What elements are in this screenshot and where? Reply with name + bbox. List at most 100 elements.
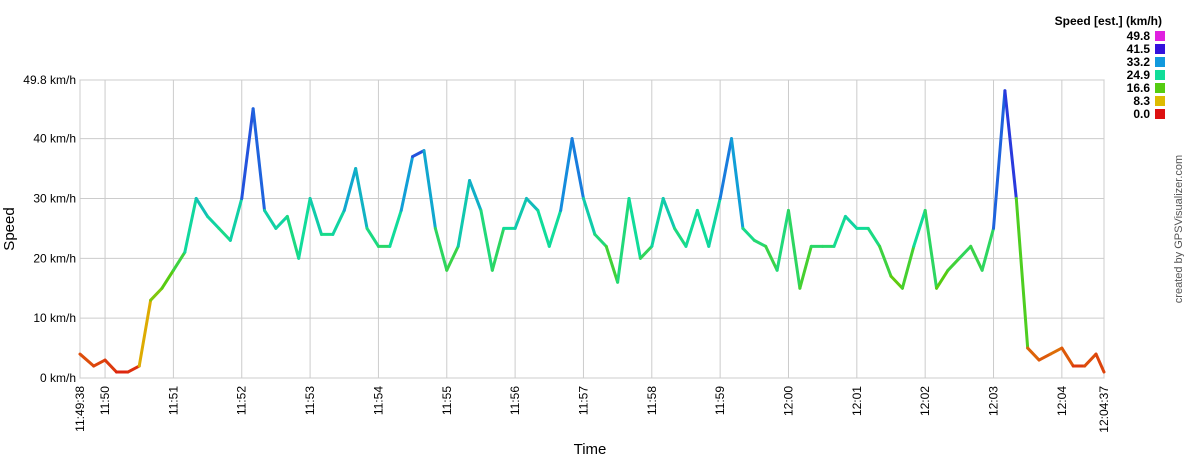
x-tick-label: 12:02 <box>918 386 932 416</box>
line-segment <box>433 226 449 272</box>
x-tick-label: 11:50 <box>98 386 112 415</box>
line-segment <box>149 286 164 302</box>
x-tick-label: 11:56 <box>508 386 522 415</box>
line-segment <box>137 298 153 368</box>
line-segment <box>627 196 642 260</box>
legend-swatch <box>1155 70 1165 80</box>
legend-label: 41.5 <box>1127 42 1151 56</box>
line-segment <box>604 244 620 284</box>
line-segment <box>536 208 551 248</box>
line-segment <box>866 226 882 248</box>
line-segment <box>171 250 187 272</box>
line-segment <box>468 179 483 212</box>
legend-label: 24.9 <box>1127 68 1151 82</box>
legend-label: 8.3 <box>1133 94 1150 108</box>
line-segment <box>525 196 540 212</box>
line-segment <box>331 208 346 236</box>
line-segment <box>456 179 472 248</box>
x-tick-label: 12:00 <box>781 386 795 416</box>
line-segment <box>1083 352 1098 368</box>
line-segment <box>422 149 437 230</box>
line-segment <box>228 196 244 242</box>
line-segment <box>923 208 939 290</box>
line-segment <box>707 196 722 248</box>
line-segment <box>889 274 904 290</box>
legend-swatch <box>1155 109 1165 119</box>
line-segment <box>206 214 221 230</box>
line-segment <box>980 226 996 272</box>
line-segment <box>570 137 585 200</box>
line-segment <box>183 196 198 254</box>
legend-swatch <box>1155 83 1165 93</box>
legend-label: 0.0 <box>1133 107 1150 121</box>
line-segment <box>593 232 608 248</box>
x-tick-label: 11:52 <box>235 386 249 415</box>
line-segment <box>616 196 631 284</box>
x-axis-label: Time <box>574 441 607 458</box>
line-segment <box>251 107 267 212</box>
line-segment <box>581 196 597 236</box>
line-segment <box>1094 352 1106 374</box>
x-tick-label: 12:03 <box>987 386 1001 416</box>
x-tick-label: 11:59 <box>713 386 727 415</box>
line-segment <box>741 226 756 242</box>
line-segment <box>365 226 380 248</box>
line-segment <box>1037 352 1052 362</box>
line-segment <box>240 107 255 200</box>
x-tick-label: 11:49:38 <box>73 386 87 432</box>
line-segment <box>308 196 323 236</box>
legend-label: 49.8 <box>1127 29 1151 43</box>
line-segment <box>764 244 779 272</box>
y-axis-label: Speed <box>1 207 18 250</box>
x-tick-label: 11:55 <box>440 386 454 415</box>
line-segment <box>775 208 790 272</box>
line-segment <box>490 226 506 272</box>
line-segment <box>957 244 973 260</box>
line-segment <box>684 208 699 248</box>
line-segment <box>479 208 494 272</box>
line-segment <box>1060 346 1075 368</box>
line-segment <box>638 244 654 260</box>
line-segment <box>935 268 950 290</box>
line-segment <box>285 214 301 260</box>
y-tick-label: 0 km/h <box>40 371 76 385</box>
x-tick-label: 12:04:37 <box>1097 386 1111 433</box>
line-segment <box>399 155 415 212</box>
x-tick-label: 11:51 <box>166 386 180 415</box>
x-tick-label: 11:58 <box>645 386 659 415</box>
line-segment <box>559 137 574 212</box>
line-segment <box>445 244 460 272</box>
line-segment <box>263 208 278 230</box>
line-segment <box>103 358 118 374</box>
line-segment <box>297 196 312 260</box>
line-segment <box>388 208 403 248</box>
line-segment <box>1003 89 1018 200</box>
y-tick-label: 10 km/h <box>33 311 76 325</box>
x-tick-label: 12:01 <box>850 386 864 416</box>
line-segment <box>786 208 802 290</box>
line-segment <box>730 137 745 230</box>
y-tick-label: 40 km/h <box>33 132 76 146</box>
y-tick-label: 49.8 km/h <box>23 73 76 87</box>
line-segment <box>661 196 677 230</box>
line-segment <box>160 268 175 290</box>
line-segment <box>969 244 984 272</box>
line-segment <box>650 196 665 248</box>
line-segment <box>1048 346 1064 356</box>
line-segment <box>992 89 1007 230</box>
legend-swatch <box>1155 96 1165 106</box>
line-segment <box>718 137 734 200</box>
legend-label: 33.2 <box>1127 55 1151 69</box>
line-segment <box>673 226 688 248</box>
line-segment <box>513 196 529 230</box>
x-tick-label: 11:57 <box>576 386 590 415</box>
credit: created by GPSVisualizer.com <box>1173 155 1184 303</box>
line-segment <box>832 214 847 248</box>
line-segment <box>878 244 893 278</box>
x-tick-label: 12:04 <box>1055 386 1069 416</box>
line-segment <box>1014 196 1030 350</box>
line-segment <box>900 244 916 290</box>
line-segment <box>92 358 107 368</box>
legend-label: 16.6 <box>1127 81 1151 95</box>
